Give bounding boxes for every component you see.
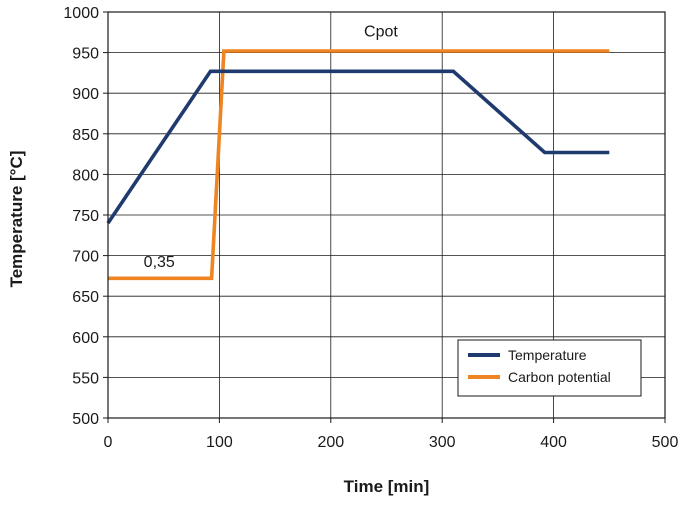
tick-labels: 500 550 600 650 700 750 800 850 900 950 1000 0 100 20… bbox=[63, 5, 678, 451]
annotation-label: 0,35 bbox=[144, 254, 175, 271]
y-tick-label: 700 bbox=[72, 249, 99, 266]
series-line-carbon-potential bbox=[108, 49, 610, 281]
y-tick-label: 800 bbox=[72, 167, 99, 184]
series-lines bbox=[106, 49, 610, 281]
x-tick-label: 200 bbox=[317, 434, 344, 451]
y-tick-label: 500 bbox=[72, 411, 99, 428]
annotation-label: Cpot bbox=[364, 23, 398, 40]
annotations: Cpot 0,35 bbox=[144, 23, 399, 271]
x-tick-label: 0 bbox=[104, 434, 113, 451]
x-axis-title: Time [min] bbox=[344, 477, 430, 496]
x-tick-label: 100 bbox=[206, 434, 233, 451]
y-tick-label: 900 bbox=[72, 86, 99, 103]
legend: Temperature Carbon potential bbox=[457, 339, 642, 397]
x-tick-label: 300 bbox=[429, 434, 456, 451]
legend-label-temperature: Temperature bbox=[508, 347, 587, 363]
x-tick-label: 400 bbox=[540, 434, 567, 451]
y-tick-label: 750 bbox=[72, 208, 99, 225]
x-tick-label: 500 bbox=[652, 434, 679, 451]
y-tick-label: 850 bbox=[72, 127, 99, 144]
y-tick-label: 650 bbox=[72, 289, 99, 306]
y-tick-label: 1000 bbox=[63, 5, 99, 22]
y-tick-label: 950 bbox=[72, 46, 99, 63]
legend-label-carbon-potential: Carbon potential bbox=[508, 369, 611, 385]
y-axis-title: Temperature [°C] bbox=[7, 151, 26, 288]
series-line-temperature bbox=[106, 69, 610, 225]
legend-box bbox=[457, 339, 642, 397]
y-tick-label: 600 bbox=[72, 330, 99, 347]
y-tick-label: 550 bbox=[72, 370, 99, 387]
